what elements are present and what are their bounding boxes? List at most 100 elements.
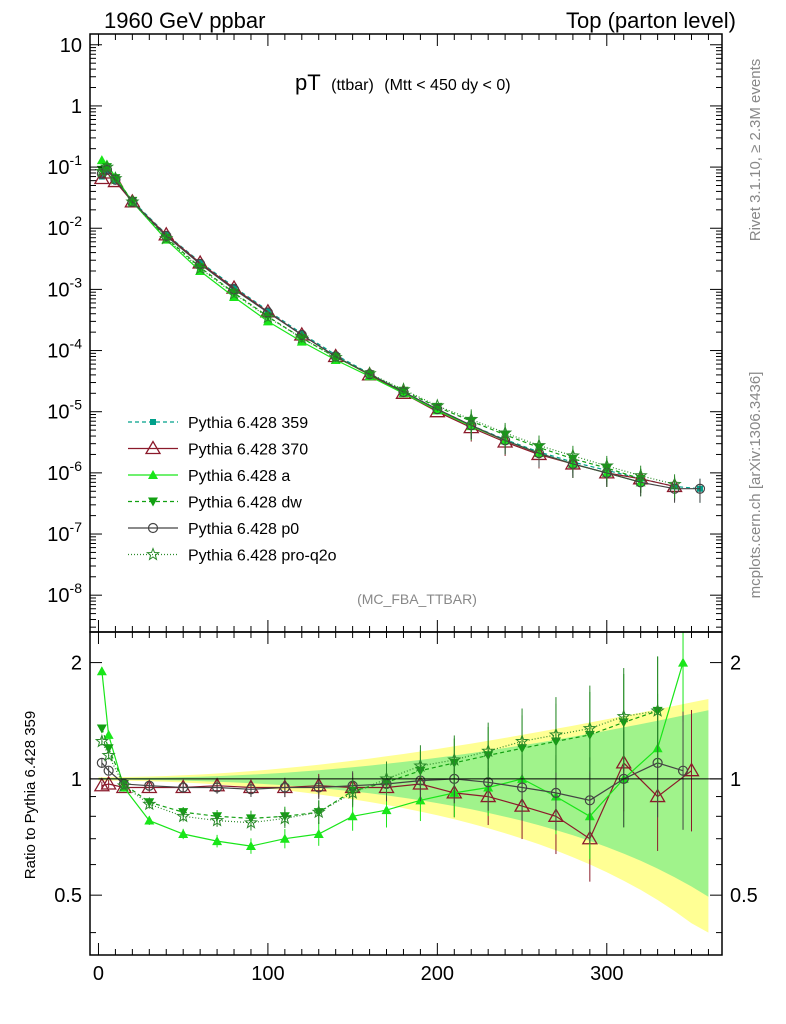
data-point-pro-q2o [328, 350, 343, 364]
plot-title-sub2: (Mtt < 450 dy < 0) [384, 77, 510, 94]
y-tick-label: 1 [71, 96, 82, 118]
data-point-pro-q2o [193, 261, 208, 275]
y-tick-label: 10-2 [47, 213, 82, 240]
ratio-point-dw [96, 724, 107, 734]
ratio-point-p0 [550, 787, 562, 798]
legend-label-359: Pythia 6.428 359 [188, 415, 308, 432]
x-tick-label: 0 [93, 963, 104, 985]
data-point-a [96, 155, 107, 165]
series-line-pro-q2o [101, 166, 675, 485]
ratio-point-p0 [103, 765, 114, 776]
y-tick-label: 10-5 [47, 397, 82, 424]
y-tick-exponent: -4 [70, 336, 83, 352]
data-point-pro-q2o [226, 286, 242, 300]
y-tick-exponent: -7 [70, 519, 83, 535]
ratio-point-pro-q2o [481, 743, 496, 758]
data-point-pro-q2o [667, 476, 682, 491]
data-point-pro-q2o [430, 398, 445, 412]
axes-group: 0 100 200 30010-810-710-610-510-410-310-210… [47, 33, 758, 985]
x-tick-label: 300 [590, 963, 623, 985]
ratio-point-a [279, 833, 290, 843]
data-point-p0 [96, 168, 107, 179]
series-dw [96, 163, 646, 493]
ratio-point-pro-q2o [447, 752, 462, 766]
series-pro-q2o [94, 159, 682, 499]
ratio-point-pro-q2o [616, 709, 631, 723]
ratio-point-a [678, 657, 689, 667]
legend-marker-pro-q2o [145, 547, 161, 561]
ratio-y-tick-label-left: 1 [71, 769, 82, 791]
ratio-point-a [313, 828, 324, 838]
y-tick-label: 10-4 [47, 336, 82, 363]
ratio-point-pro-q2o [116, 778, 131, 792]
data-point-p0 [228, 284, 240, 295]
ratio-point-a [245, 841, 256, 851]
y-tick-label: 10 [60, 35, 82, 57]
ratio-point-pro-q2o [650, 703, 665, 717]
ratio-point-a [96, 666, 107, 676]
ratio-point-p0 [96, 757, 107, 768]
ratio-line-370 [101, 761, 692, 840]
y-tick-base: 10 [47, 463, 69, 485]
y-tick-label: 10-7 [47, 519, 82, 546]
legend-marker-p0 [147, 522, 159, 534]
ratio-point-p0 [516, 782, 528, 793]
ratio-point-pro-q2o [548, 727, 564, 741]
legend-marker-370 [144, 440, 162, 455]
data-point-pro-q2o [633, 468, 648, 482]
ratio-bands [98, 699, 709, 933]
y-tick-exponent: -3 [70, 274, 83, 290]
ratio-point-pro-q2o [379, 771, 394, 785]
legend-label-dw: Pythia 6.428 dw [188, 495, 302, 512]
data-point-pro-q2o [94, 163, 109, 178]
series-line-p0 [101, 169, 700, 490]
data-point-p0 [364, 369, 375, 380]
y-tick-exponent: -1 [70, 152, 83, 168]
ratio-point-370 [100, 775, 117, 790]
ratio-y-tick-label-right: 1 [730, 769, 741, 791]
y-tick-base: 10 [47, 218, 69, 240]
ratio-ylabel: Ratio to Pythia 6.428 359 [22, 711, 39, 879]
ratio-point-a [144, 815, 155, 825]
data-point-p0 [694, 483, 706, 494]
ratio-point-pro-q2o [243, 815, 259, 829]
plot-title: pT (ttbar) (Mtt < 450 dy < 0) [295, 70, 511, 95]
ratio-line-a [101, 662, 684, 847]
y-tick-label: 10-8 [47, 580, 82, 607]
ratio-point-pro-q2o [582, 721, 597, 735]
y-tick-label: 10-3 [47, 274, 82, 301]
data-point-pro-q2o [362, 366, 377, 380]
ratio-point-a [347, 811, 358, 821]
y-tick-base: 10 [47, 279, 69, 301]
main-frame [89, 33, 723, 633]
data-point-p0 [432, 404, 443, 415]
series-370 [93, 164, 683, 501]
ratio-point-a [178, 828, 189, 838]
legend-label-p0: Pythia 6.428 p0 [188, 521, 299, 538]
y-tick-base: 10 [47, 341, 69, 363]
data-point-pro-q2o [108, 171, 123, 185]
data-point-pro-q2o [99, 159, 115, 174]
series-a [96, 155, 646, 497]
data-point-p0 [110, 174, 121, 185]
data-point-pro-q2o [464, 411, 479, 426]
plot-title-sub1: (ttbar) [331, 77, 374, 94]
y-tick-exponent: -8 [70, 580, 83, 596]
data-point-pro-q2o [565, 448, 580, 462]
data-point-dw [398, 386, 409, 396]
data-point-pro-q2o [159, 231, 174, 245]
ratio-point-p0 [677, 765, 689, 776]
data-point-pro-q2o [294, 330, 309, 345]
y-tick-label: 10-6 [47, 458, 82, 485]
legend-marker-a [148, 470, 158, 479]
ratio-point-a [381, 805, 392, 815]
ratio-point-a [103, 729, 114, 739]
y-tick-base: 10 [47, 402, 69, 424]
data-point-p0 [101, 164, 113, 175]
ratio-point-pro-q2o [515, 733, 530, 748]
x-tick-label: 200 [421, 963, 454, 985]
legend-label-pro-q2o: Pythia 6.428 pro-q2o [188, 548, 337, 565]
data-point-pro-q2o [531, 438, 547, 452]
plot-title-main: pT [295, 70, 321, 95]
